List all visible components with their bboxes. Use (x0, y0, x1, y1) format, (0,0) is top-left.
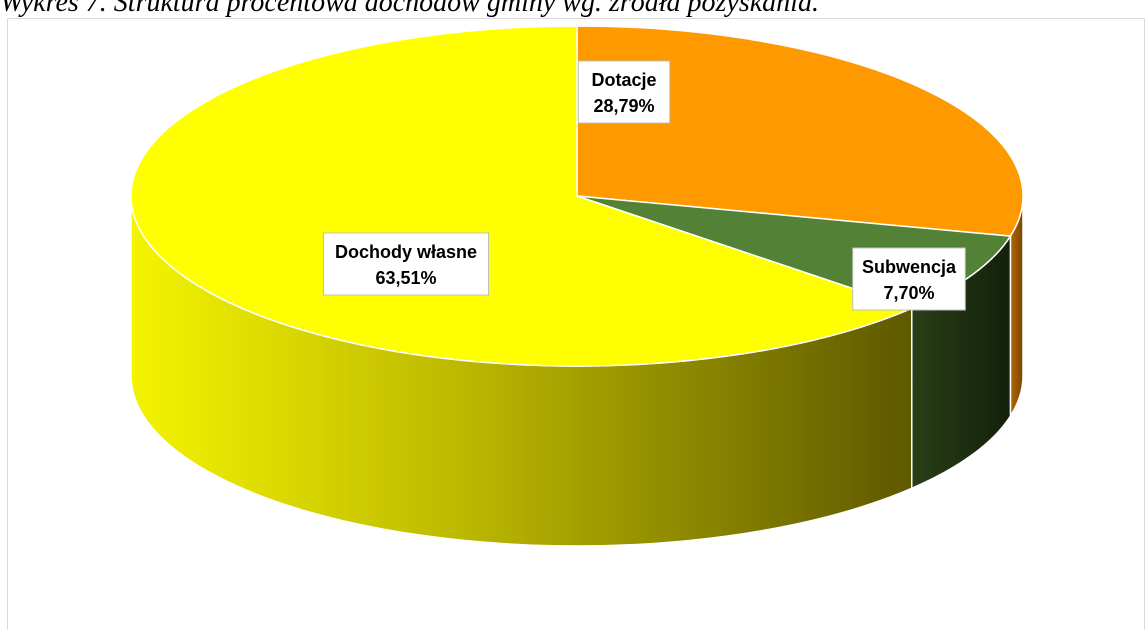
data-label-name: Dochody własne (335, 242, 477, 262)
chart-frame (7, 18, 1145, 630)
data-label-box (577, 60, 671, 124)
data-label-name: Subwencja (862, 257, 957, 277)
data-label-value: 63,51% (375, 268, 436, 288)
data-label-subwencja: Subwencja 7,70% (852, 247, 966, 311)
chart-caption: Wykres 7. Struktura procentowa dochodów … (0, 0, 819, 18)
data-label-box (323, 232, 489, 296)
data-label-box (852, 247, 966, 311)
pie-slice-dotacje (576, 25, 1024, 237)
data-label-dochody-w-asne: Dochody własne 63,51% (323, 232, 489, 296)
data-label-dotacje: Dotacje 28,79% (577, 60, 671, 124)
data-label-name: Dotacje (591, 70, 656, 90)
data-label-value: 28,79% (593, 96, 654, 116)
data-label-value: 7,70% (883, 283, 934, 303)
